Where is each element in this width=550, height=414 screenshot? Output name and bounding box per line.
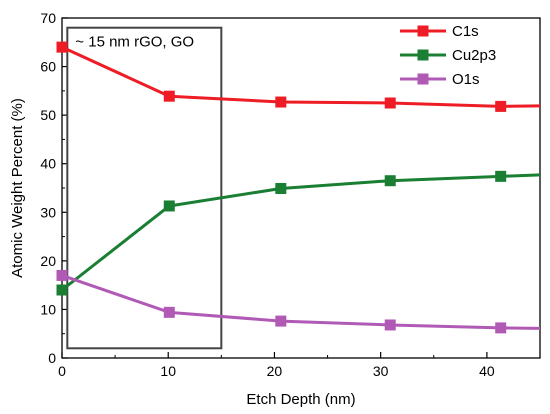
x-axis-title: Etch Depth (nm) bbox=[246, 391, 355, 408]
x-tick-label: 30 bbox=[373, 363, 389, 379]
series-o1s bbox=[56, 269, 541, 334]
data-point bbox=[56, 41, 68, 53]
data-point bbox=[495, 322, 507, 334]
legend-label: O1s bbox=[452, 71, 480, 88]
series-line bbox=[61, 45, 541, 108]
y-tick-label: 10 bbox=[40, 301, 56, 317]
data-point bbox=[384, 97, 396, 109]
series-c1s bbox=[56, 41, 541, 112]
y-tick-label: 70 bbox=[40, 10, 56, 26]
data-point bbox=[163, 90, 175, 102]
y-tick-label: 0 bbox=[48, 350, 56, 366]
x-tick-label: 40 bbox=[479, 363, 495, 379]
legend-marker bbox=[417, 25, 429, 37]
y-tick-label: 20 bbox=[40, 253, 56, 269]
y-axis-ticks: 0 10 20 30 40 50 60 70 bbox=[40, 10, 68, 366]
data-point bbox=[163, 306, 175, 318]
legend-label: C1s bbox=[452, 23, 479, 40]
y-tick-label: 40 bbox=[40, 156, 56, 172]
data-point bbox=[495, 100, 507, 112]
legend-item: Cu2p3 bbox=[400, 47, 496, 64]
x-tick-label: 0 bbox=[58, 363, 66, 379]
x-tick-label: 10 bbox=[160, 363, 176, 379]
y-tick-label: 60 bbox=[40, 59, 56, 75]
y-tick-label: 30 bbox=[40, 204, 56, 220]
annotation-box: ~ 15 nm rGO, GO bbox=[66, 26, 223, 350]
series-line bbox=[61, 173, 541, 292]
data-point bbox=[275, 315, 287, 327]
data-point bbox=[275, 96, 287, 108]
data-point bbox=[495, 170, 507, 182]
data-point bbox=[56, 284, 68, 296]
legend-label: Cu2p3 bbox=[452, 47, 496, 64]
legend-item: O1s bbox=[400, 71, 480, 88]
annotation-label: ~ 15 nm rGO, GO bbox=[75, 34, 194, 51]
series-line bbox=[61, 274, 541, 330]
data-point bbox=[275, 182, 287, 194]
data-point bbox=[163, 200, 175, 212]
y-tick-label: 50 bbox=[40, 107, 56, 123]
x-tick-label: 20 bbox=[267, 363, 283, 379]
data-point bbox=[56, 269, 68, 281]
series-layer bbox=[56, 41, 541, 334]
legend: C1s Cu2p3 O1s bbox=[400, 23, 496, 88]
legend-marker bbox=[417, 73, 429, 85]
y-axis-title: Atomic Weight Percent (%) bbox=[9, 98, 26, 278]
x-axis-ticks: 0 10 20 30 40 bbox=[58, 352, 495, 379]
legend-marker bbox=[417, 49, 429, 61]
annotation-rectangle bbox=[66, 26, 223, 350]
data-point bbox=[384, 175, 396, 187]
series-cu2p3 bbox=[56, 170, 541, 296]
data-point bbox=[384, 319, 396, 331]
legend-item: C1s bbox=[400, 23, 479, 40]
